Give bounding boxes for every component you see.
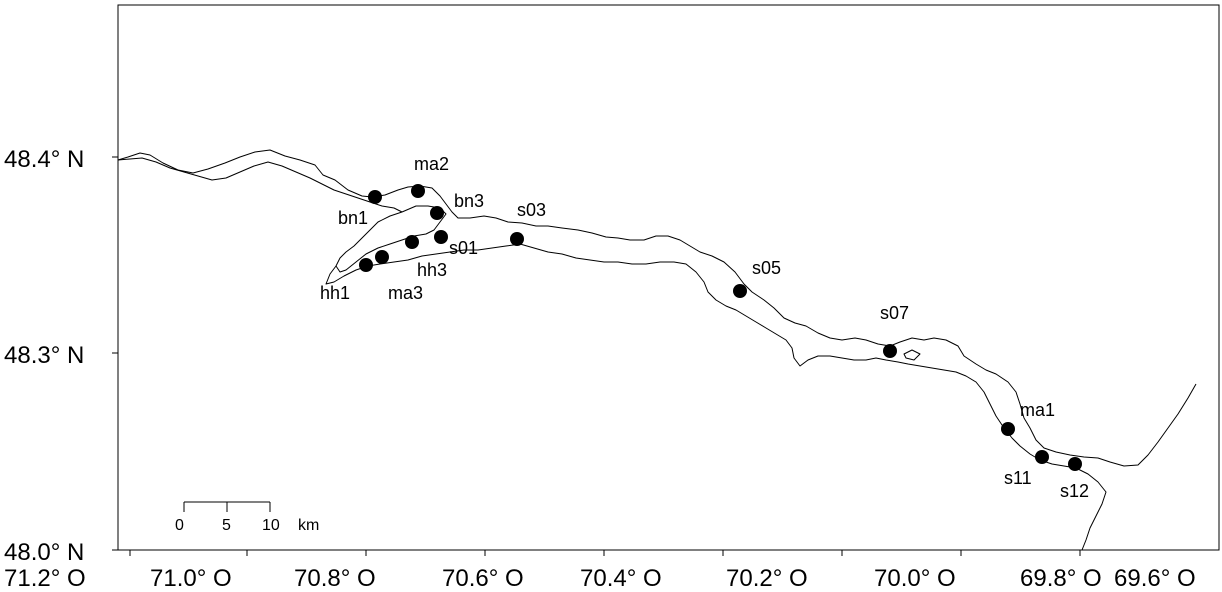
scale-bar: 0 5 10 km — [175, 501, 319, 534]
station-label-s05: s05 — [752, 258, 781, 278]
station-marker-ma1 — [1001, 422, 1015, 436]
station-marker-s05 — [733, 284, 747, 298]
x-tick-label: 70.8° O — [294, 565, 376, 592]
x-tick-label: 71.0° O — [150, 565, 232, 592]
y-tick-label: 48.4° N — [4, 146, 84, 173]
station-marker-s01 — [434, 230, 448, 244]
x-tick-label: 70.0° O — [874, 565, 956, 592]
x-tick-label: 69.6° O — [1114, 565, 1196, 592]
station-marker-bn1 — [368, 190, 382, 204]
south-shoreline — [325, 243, 1107, 551]
small-island — [903, 349, 921, 361]
scale-bar-label: 10 — [262, 517, 280, 534]
north-shoreline — [117, 149, 1197, 467]
station-marker-ma3 — [375, 250, 389, 264]
scale-bar-label: 5 — [222, 517, 231, 534]
station-label-s11: s11 — [1004, 468, 1032, 488]
stations: bn1 ma2 bn3 s03 s01 hh3 ma3 hh1 s05 s07 … — [320, 154, 1089, 501]
station-label-hh3: hh3 — [417, 260, 447, 280]
station-label-ma3: ma3 — [388, 283, 423, 303]
x-tick-label: 70.6° O — [442, 565, 524, 592]
scale-bar-unit: km — [298, 517, 319, 534]
station-marker-s11 — [1035, 450, 1049, 464]
x-tick-label: 70.4° O — [580, 565, 662, 592]
station-marker-hh3 — [405, 235, 419, 249]
station-label-ma1: ma1 — [1020, 400, 1055, 420]
station-label-s12: s12 — [1060, 481, 1089, 501]
station-label-s07: s07 — [880, 303, 909, 323]
station-label-bn1: bn1 — [338, 208, 368, 228]
scale-bar-label: 0 — [175, 517, 184, 534]
station-label-bn3: bn3 — [454, 191, 484, 211]
station-label-ma2: ma2 — [414, 154, 449, 174]
station-label-s03: s03 — [517, 200, 546, 220]
station-marker-ma2 — [411, 184, 425, 198]
peninsula-shoreline — [335, 205, 447, 273]
station-label-hh1: hh1 — [320, 283, 350, 303]
station-marker-s07 — [883, 344, 897, 358]
map-frame — [117, 4, 1220, 551]
x-tick-label: 71.2° O — [4, 565, 86, 592]
station-label-s01: s01 — [449, 238, 478, 258]
y-tick-label: 48.0° N — [4, 539, 84, 566]
station-marker-bn3 — [430, 206, 444, 220]
north-arm-shoreline — [117, 157, 403, 213]
station-marker-s03 — [510, 232, 524, 246]
station-marker-s12 — [1068, 457, 1082, 471]
x-tick-label: 70.2° O — [726, 565, 808, 592]
y-tick-label: 48.3° N — [4, 342, 84, 369]
station-marker-hh1 — [359, 258, 373, 272]
x-tick-label: 69.8° O — [1020, 565, 1102, 592]
